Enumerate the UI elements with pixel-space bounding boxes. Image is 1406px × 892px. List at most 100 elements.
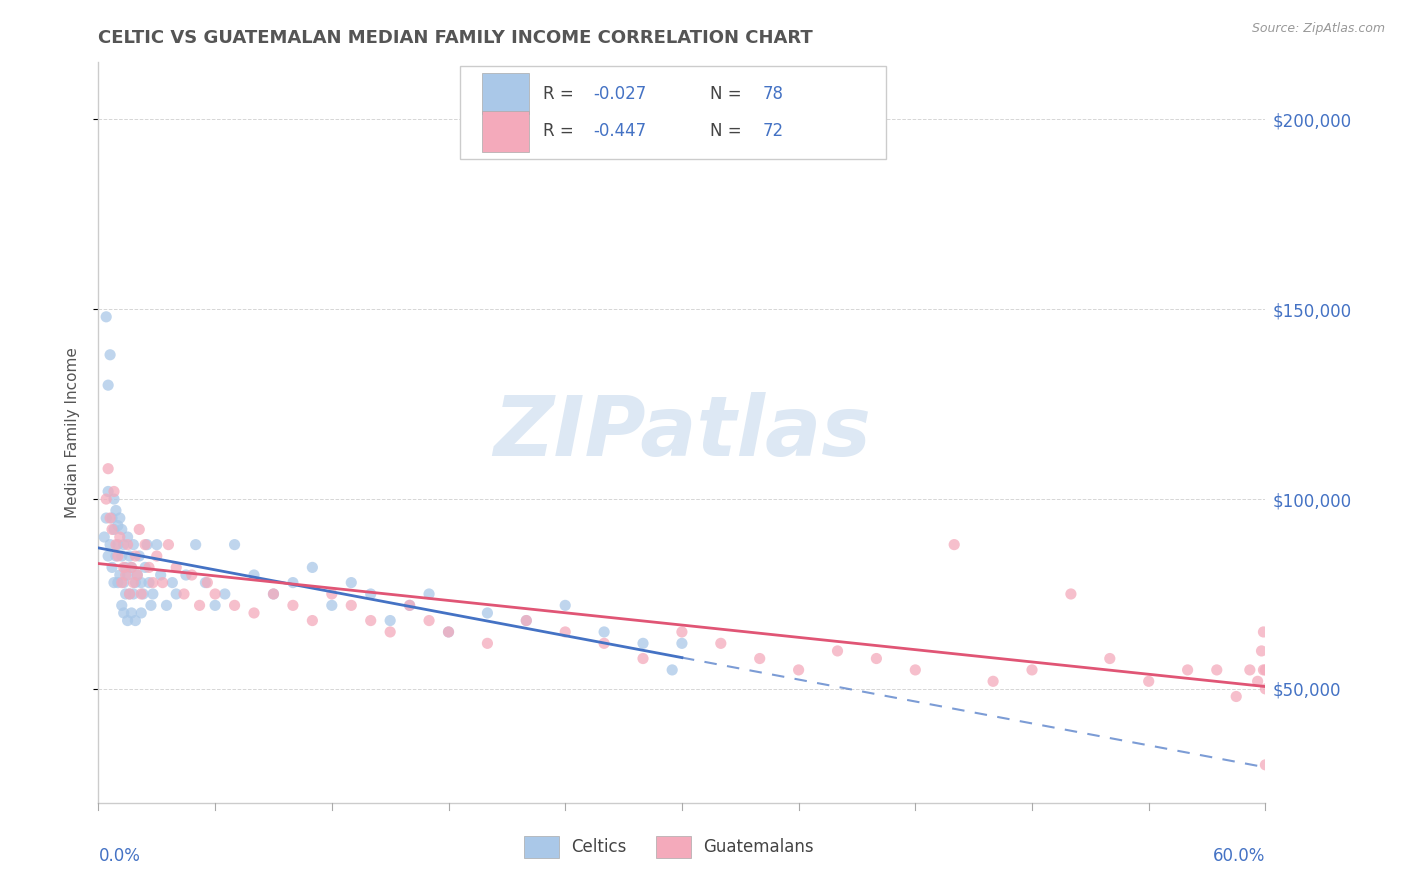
Point <box>321 599 343 613</box>
Point <box>117 538 139 552</box>
Point <box>340 575 363 590</box>
Point <box>107 549 129 563</box>
Point <box>111 575 134 590</box>
Point <box>554 599 576 613</box>
Point <box>165 560 187 574</box>
Point <box>281 575 304 590</box>
Text: Guatemalans: Guatemalans <box>703 838 814 856</box>
Point <box>631 651 654 665</box>
Point <box>1246 674 1268 689</box>
Point <box>98 511 121 525</box>
Point <box>136 538 159 552</box>
Point <box>97 549 120 563</box>
Point <box>98 348 121 362</box>
Point <box>184 538 207 552</box>
Point <box>380 614 402 628</box>
Point <box>243 606 266 620</box>
Text: 60.0%: 60.0% <box>1213 847 1265 865</box>
Point <box>142 587 165 601</box>
Point <box>108 530 131 544</box>
Point <box>103 491 125 506</box>
Point <box>146 549 169 563</box>
Point <box>214 587 236 601</box>
Point <box>108 568 131 582</box>
Point <box>122 575 145 590</box>
Point <box>129 606 152 620</box>
Point <box>243 568 266 582</box>
Point <box>1239 663 1261 677</box>
Point <box>180 568 202 582</box>
Text: CELTIC VS GUATEMALAN MEDIAN FAMILY INCOME CORRELATION CHART: CELTIC VS GUATEMALAN MEDIAN FAMILY INCOM… <box>98 29 813 47</box>
Point <box>943 538 966 552</box>
Point <box>1098 651 1121 665</box>
Point <box>1250 644 1272 658</box>
Point <box>129 587 152 601</box>
Text: 0.0%: 0.0% <box>98 847 141 865</box>
Point <box>380 624 402 639</box>
Point <box>98 538 121 552</box>
Text: 72: 72 <box>762 122 783 140</box>
Point <box>360 614 382 628</box>
Point <box>104 549 127 563</box>
Text: N =: N = <box>710 85 747 103</box>
Point <box>117 568 139 582</box>
Point <box>122 587 145 601</box>
Point <box>1254 663 1277 677</box>
Point <box>710 636 733 650</box>
Point <box>195 575 218 590</box>
Point <box>477 606 499 620</box>
Point <box>1177 663 1199 677</box>
Point <box>301 560 323 574</box>
FancyBboxPatch shape <box>657 836 692 858</box>
Point <box>104 538 127 552</box>
Point <box>128 549 150 563</box>
Point <box>1137 674 1160 689</box>
Point <box>127 568 149 582</box>
Point <box>149 568 172 582</box>
Point <box>138 560 160 574</box>
Text: ZIPatlas: ZIPatlas <box>494 392 870 473</box>
Point <box>827 644 849 658</box>
Point <box>904 663 927 677</box>
FancyBboxPatch shape <box>482 111 529 152</box>
Point <box>671 624 693 639</box>
Point <box>121 560 143 574</box>
Point <box>194 575 217 590</box>
Point <box>321 587 343 601</box>
Point <box>398 599 420 613</box>
Point <box>671 636 693 650</box>
Point <box>101 511 124 525</box>
Point <box>107 518 129 533</box>
Point <box>97 484 120 499</box>
Point <box>437 624 460 639</box>
Point <box>134 560 156 574</box>
Point <box>121 606 143 620</box>
Point <box>97 378 120 392</box>
Point <box>224 599 246 613</box>
Point <box>340 599 363 613</box>
Text: R =: R = <box>543 122 579 140</box>
Point <box>1253 624 1275 639</box>
Point <box>132 587 155 601</box>
Point <box>1060 587 1083 601</box>
Point <box>112 560 135 574</box>
Point <box>593 624 616 639</box>
Point <box>152 575 174 590</box>
Point <box>118 587 141 601</box>
Point <box>748 651 770 665</box>
Point <box>477 636 499 650</box>
Point <box>174 568 197 582</box>
Point <box>1021 663 1043 677</box>
Point <box>124 614 146 628</box>
Point <box>114 587 136 601</box>
Point <box>103 523 125 537</box>
Point <box>661 663 683 677</box>
Text: 78: 78 <box>762 85 783 103</box>
Point <box>101 560 124 574</box>
Point <box>515 614 537 628</box>
Point <box>301 614 323 628</box>
Point <box>281 599 304 613</box>
Point <box>146 538 169 552</box>
Point <box>107 538 129 552</box>
Point <box>114 560 136 574</box>
